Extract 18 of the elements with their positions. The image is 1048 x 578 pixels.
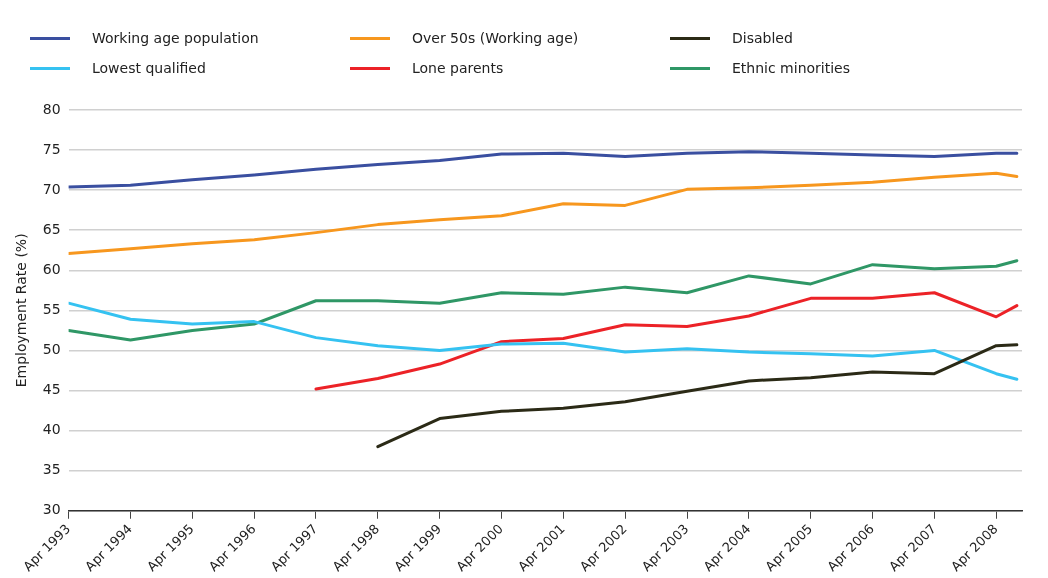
y-tick-label: 55	[42, 301, 61, 318]
y-tick-label: 35	[42, 461, 61, 478]
y-axis-title: Employment Rate (%)	[13, 233, 30, 388]
y-tick-label: 50	[42, 341, 61, 358]
y-tick-label: 40	[42, 421, 61, 438]
legend-label: Working age population	[92, 30, 259, 46]
legend-label: Lowest qualified	[92, 60, 206, 76]
legend-label: Over 50s (Working age)	[412, 30, 579, 46]
y-tick-label: 70	[42, 180, 61, 197]
legend-label: Lone parents	[412, 60, 504, 76]
y-tick-label: 75	[42, 140, 61, 157]
legend-label: Ethnic minorities	[732, 60, 851, 76]
y-tick-label: 30	[42, 501, 61, 518]
y-tick-label: 80	[42, 100, 61, 117]
legend-label: Disabled	[732, 30, 793, 46]
y-tick-label: 60	[42, 260, 61, 277]
y-tick-label: 65	[42, 220, 61, 237]
y-tick-label: 45	[42, 381, 61, 398]
